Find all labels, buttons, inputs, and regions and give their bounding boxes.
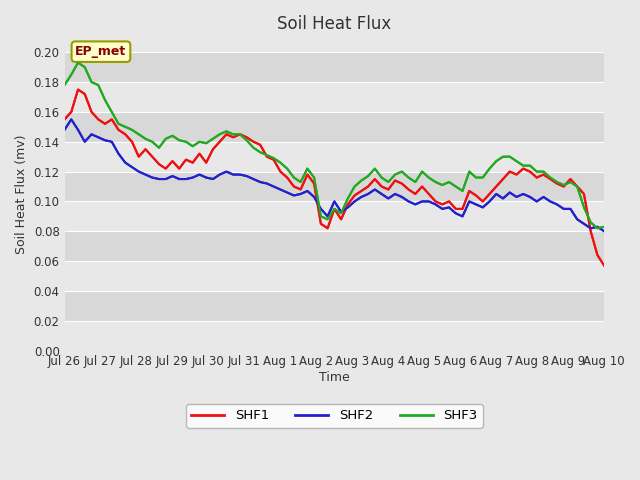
Bar [65,142,604,171]
Bar [65,291,604,321]
X-axis label: Time: Time [319,371,349,384]
Y-axis label: Soil Heat Flux (mv): Soil Heat Flux (mv) [15,134,28,254]
Bar [65,82,604,112]
Bar [65,231,604,261]
Bar [65,261,604,291]
Bar [65,321,604,350]
Bar [65,52,604,82]
Legend: SHF1, SHF2, SHF3: SHF1, SHF2, SHF3 [186,404,483,428]
Title: Soil Heat Flux: Soil Heat Flux [277,15,392,33]
Bar [65,171,604,202]
Bar [65,202,604,231]
Bar [65,112,604,142]
Text: EP_met: EP_met [76,45,127,58]
